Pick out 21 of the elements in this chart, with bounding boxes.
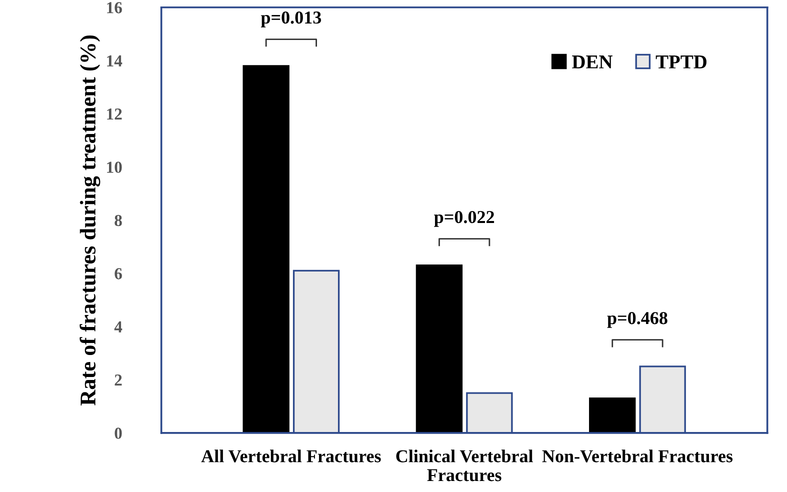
annotation: p=0.013	[260, 11, 322, 28]
annotation: p=0.468	[607, 312, 668, 328]
x-tick-label: Clinical Vertebral Fractures	[396, 450, 533, 482]
bar	[416, 264, 463, 433]
y-tick-label: 10	[107, 162, 122, 173]
legend-label: DEN	[572, 56, 613, 68]
y-tick-label: 0	[114, 428, 122, 439]
legend-label: TPTD	[656, 56, 706, 68]
y-tick-label: 14	[107, 55, 122, 66]
bar	[589, 398, 636, 433]
y-tick-label: 16	[107, 2, 122, 14]
bar	[242, 65, 290, 433]
x-tick-label: All Vertebral Fractures	[201, 450, 381, 462]
annotation: p=0.022	[434, 210, 494, 227]
y-tick-label: 6	[114, 268, 122, 280]
y-tick-label: 8	[114, 214, 122, 226]
x-tick-label: Non-Vertebral Fractures	[542, 450, 733, 462]
y-tick-label: 12	[107, 108, 122, 120]
y-tick-label: 2	[114, 374, 122, 386]
y-axis-title: Rate of fractures during treatment (%)	[80, 35, 100, 406]
y-tick-label: 4	[114, 321, 122, 332]
